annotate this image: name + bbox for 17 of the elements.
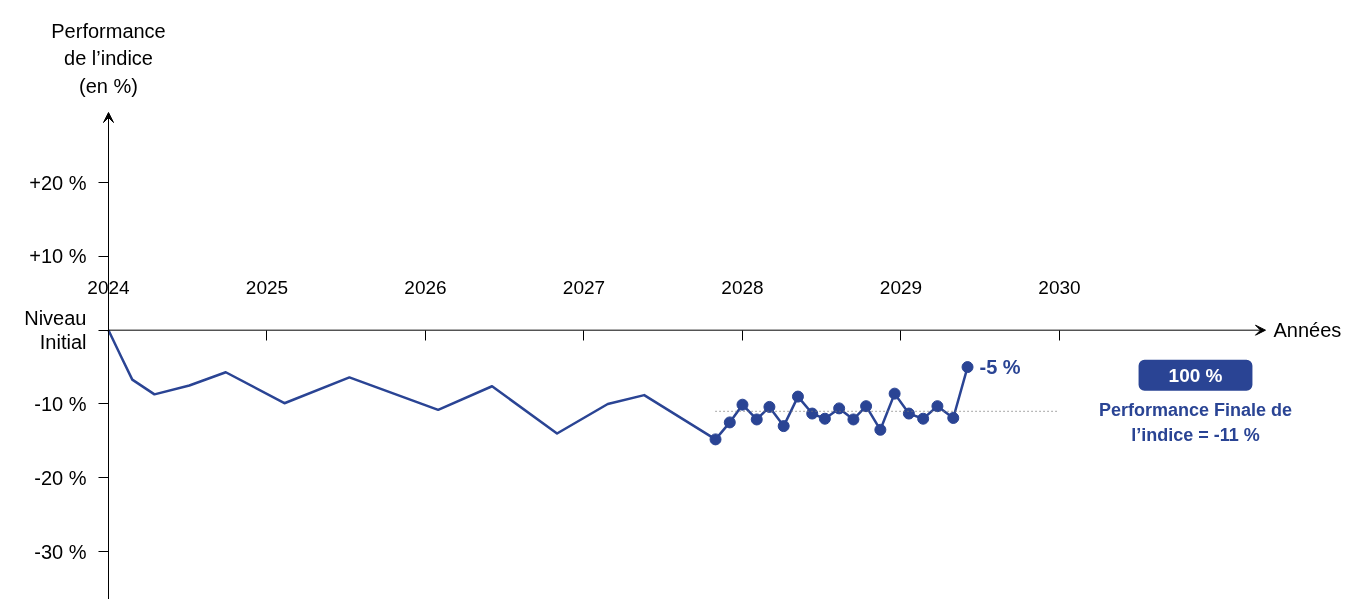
x-tick-label: 2027 <box>562 277 606 299</box>
x-tick-label: 2030 <box>1038 277 1081 299</box>
y-tick-label: -10 % <box>34 392 87 415</box>
y-axis-title: Performance de l’indice (en %) <box>51 19 166 97</box>
annotation: 100 % <box>1168 364 1223 386</box>
y-tick-label: +20 % <box>29 171 87 194</box>
y-tick-label: -30 % <box>34 540 87 563</box>
x-tick-label: 2026 <box>404 277 447 299</box>
x-tick-label: 2025 <box>245 277 289 299</box>
x-axis-title: Années <box>1273 319 1342 342</box>
y-tick-label: Niveau Initial <box>24 307 87 354</box>
x-tick-label: 2029 <box>879 277 923 299</box>
x-tick-label: 2028 <box>721 277 764 299</box>
y-tick-label: +10 % <box>29 245 87 268</box>
annotation: Performance Finale de l’indice = -11 % <box>1098 400 1293 446</box>
annotation: -5 % <box>979 356 1021 379</box>
y-tick-label: -20 % <box>34 466 87 489</box>
